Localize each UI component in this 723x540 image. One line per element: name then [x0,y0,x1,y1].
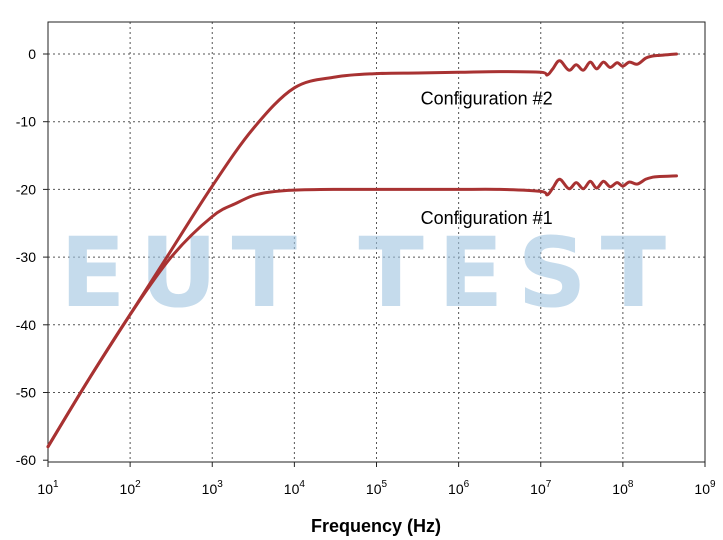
watermark-text: EUT TEST [60,217,680,329]
series-line-configuration-2 [46,52,678,449]
x-tick-labels: 101 102 103 104 105 106 107 108 109 [37,479,716,497]
x-tick-label: 107 [530,479,552,497]
series-line-configuration-1 [46,174,678,449]
x-tick-label: 101 [37,479,59,497]
x-axis-title: Frequency (Hz) [311,516,441,536]
annotation-label: Configuration #2 [421,89,553,109]
annotation-label: Configuration #1 [421,208,553,228]
annotations: Configuration #2 Configuration #1 [421,89,553,228]
x-tick-label: 103 [202,479,224,497]
x-tick-label: 104 [284,479,306,497]
y-tick-labels: 0 -10 -20 -30 -40 -50 -60 [16,46,36,468]
series-lines [46,52,678,449]
grid [48,22,705,462]
x-tick-label: 106 [448,479,470,497]
plot-frame [43,21,706,467]
x-tick-label: 108 [612,479,634,497]
x-tick-label: 102 [120,479,142,497]
y-tick-label: -30 [16,249,36,265]
y-tick-label: -50 [16,385,36,401]
y-tick-label: -10 [16,114,36,130]
y-tick-label: -60 [16,452,36,468]
x-tick-label: 109 [694,479,716,497]
y-tick-label: -40 [16,317,36,333]
x-tick-label: 105 [366,479,388,497]
y-tick-label: 0 [28,46,36,62]
y-tick-label: -20 [16,181,36,197]
